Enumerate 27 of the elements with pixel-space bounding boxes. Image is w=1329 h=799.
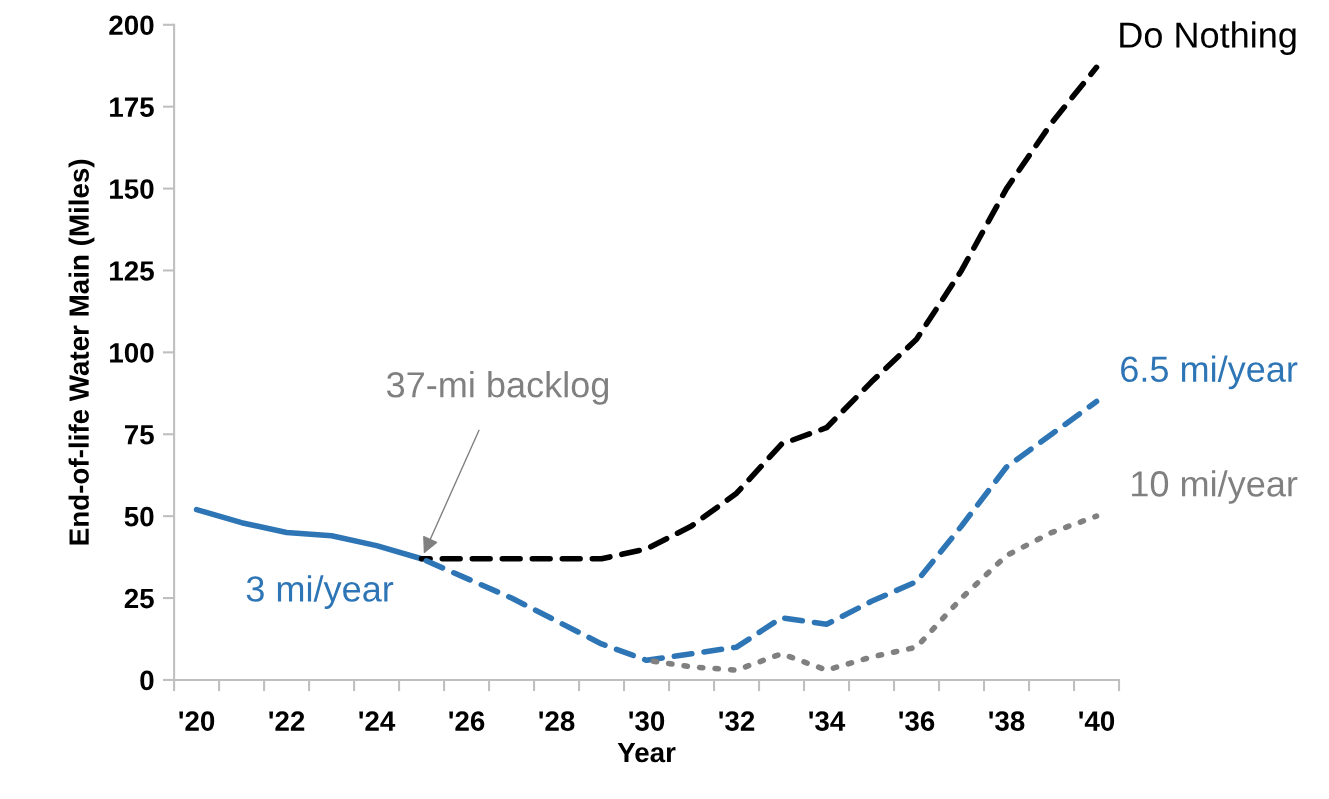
x-tick-label: '24 <box>359 711 396 731</box>
y-tick-label: 200 <box>109 15 154 36</box>
x-tick-label: '34 <box>809 711 846 731</box>
x-tick-label: '36 <box>899 711 935 731</box>
series-label: Do Nothing <box>1120 21 1296 56</box>
annotation: 37-mi backlog <box>386 371 609 405</box>
series-label: 10 mi/year <box>1132 470 1298 504</box>
x-tick-label: '38 <box>989 711 1025 731</box>
y-axis-title: End-of-life Water Main (Miles) <box>68 159 95 545</box>
series-label: 3 mi/year <box>246 575 394 609</box>
y-tick-label: 25 <box>124 588 154 609</box>
x-tick-label: '22 <box>269 711 305 731</box>
x-tick-label: '20 <box>179 711 215 731</box>
y-tick-label: 50 <box>124 506 154 527</box>
x-tick-label: '32 <box>719 711 755 731</box>
y-tick-label: 0 <box>140 670 154 691</box>
y-tick-label: 175 <box>110 97 154 118</box>
x-axis-title: Year <box>617 742 676 763</box>
x-tick-label: '26 <box>449 711 485 731</box>
series-label: 6.5 mi/year <box>1121 355 1298 390</box>
x-tick-label: '28 <box>539 711 575 731</box>
y-tick-label: 75 <box>124 425 154 445</box>
y-tick-label: 150 <box>110 179 154 199</box>
x-tick-label: '40 <box>1079 711 1115 731</box>
y-tick-label: 125 <box>110 261 154 281</box>
y-tick-label: 100 <box>110 343 154 363</box>
x-tick-label: '30 <box>629 711 665 731</box>
